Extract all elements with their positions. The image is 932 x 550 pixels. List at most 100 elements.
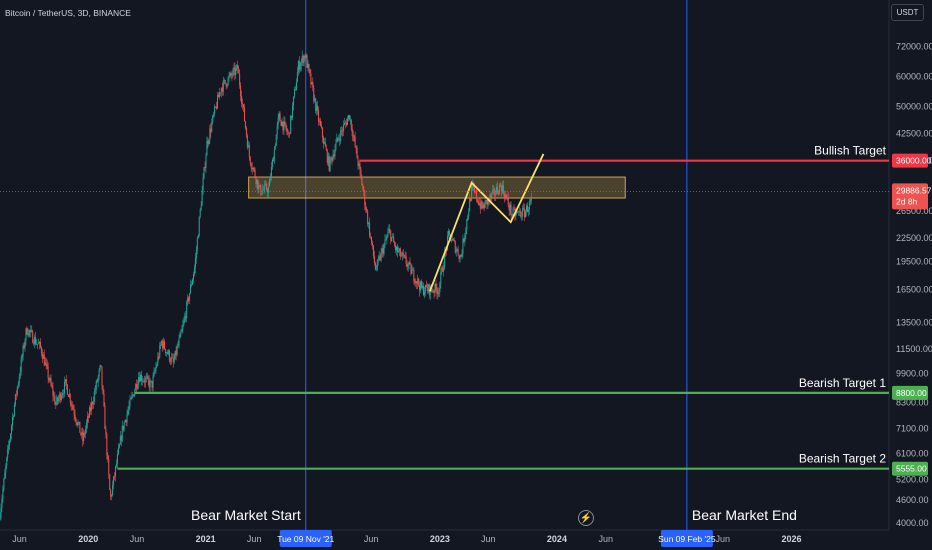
candle-body <box>418 278 420 285</box>
candle-body <box>85 428 87 435</box>
candle-body <box>253 168 255 170</box>
candle-body <box>140 374 142 382</box>
candle-body <box>81 432 83 435</box>
candle-body <box>154 370 156 372</box>
candle-body <box>379 256 381 261</box>
candle-body <box>466 219 468 230</box>
candle-body <box>395 245 397 251</box>
candle-body <box>293 96 295 106</box>
candle-body <box>236 65 238 69</box>
candle-body <box>166 352 168 354</box>
candle-body <box>301 55 303 61</box>
candle-body <box>72 405 74 410</box>
candle-body <box>137 384 139 389</box>
candle-body <box>18 376 20 384</box>
candle-body <box>161 340 163 345</box>
candle-body <box>524 208 526 217</box>
candle-body <box>308 63 310 70</box>
candle-body <box>280 120 282 126</box>
candle-body <box>333 154 335 157</box>
resistance-zone <box>248 176 626 199</box>
target-levels <box>117 159 889 470</box>
price-tick-label: 26500.00 <box>896 206 932 216</box>
candle-body <box>525 205 527 212</box>
candle-body <box>230 73 232 76</box>
candle-body <box>29 330 31 332</box>
candle-body <box>426 287 428 292</box>
candle-body <box>352 135 354 137</box>
candle-body <box>86 422 88 429</box>
candle-body <box>497 186 499 193</box>
candle-body <box>199 209 201 217</box>
candle-body <box>319 121 321 122</box>
candle-body <box>391 236 393 242</box>
candle-body <box>103 393 105 407</box>
candle-body <box>383 244 385 254</box>
candle-body <box>14 394 16 405</box>
candle-body <box>337 137 339 139</box>
candle-body <box>202 178 204 191</box>
candle-body <box>421 281 423 288</box>
candle-body <box>496 186 498 194</box>
candle-body <box>208 140 210 144</box>
marker-date-tag <box>660 530 713 547</box>
time-tick-label: 2020 <box>78 534 98 544</box>
candle-body <box>436 288 438 295</box>
candle-body <box>452 239 454 241</box>
candle-body <box>300 60 302 66</box>
candle-body <box>459 255 461 259</box>
candle-body <box>128 406 130 411</box>
candle-body <box>48 378 50 381</box>
candle-body <box>407 264 409 267</box>
candle-body <box>148 380 150 388</box>
candle-body <box>325 146 327 151</box>
candle-body <box>26 328 28 334</box>
candle-body <box>478 203 480 205</box>
candle-body <box>258 185 260 190</box>
candle-body <box>303 55 305 64</box>
chart-title: Bitcoin / TetherUS, 3D, BINANCE <box>5 8 131 18</box>
candle-body <box>365 205 367 210</box>
candle-body <box>66 384 68 395</box>
candle-body <box>115 464 117 467</box>
candle-body <box>420 281 422 291</box>
candle-body <box>387 232 389 237</box>
candle-body <box>91 402 93 405</box>
time-tick-label: 2021 <box>196 534 216 544</box>
candle-body <box>162 340 164 349</box>
candle-body <box>433 291 435 293</box>
candle-body <box>167 350 169 354</box>
level-price-tag-label: 5555.00 <box>896 464 927 474</box>
candle-body <box>245 127 247 136</box>
candle-body <box>390 230 392 242</box>
candle-body <box>94 389 96 392</box>
candle-body <box>169 360 171 362</box>
candle-body <box>99 365 101 370</box>
candle-body <box>411 269 413 274</box>
candle-body <box>287 131 289 133</box>
candle-body <box>1 499 3 508</box>
candle-body <box>79 421 81 433</box>
candle-body <box>511 214 513 216</box>
last-price-tag-label: 29886.57 <box>896 185 932 195</box>
candle-body <box>164 341 166 350</box>
candle-body <box>412 269 414 271</box>
candle-body <box>124 420 126 423</box>
candle-body <box>121 425 123 441</box>
price-tick-label: 9900.00 <box>896 368 929 378</box>
candle-body <box>98 369 100 377</box>
candle-body <box>71 404 73 406</box>
candle-body <box>53 395 55 397</box>
candle-body <box>191 284 193 285</box>
candle-body <box>89 407 91 418</box>
candle-body <box>223 79 225 81</box>
candle-body <box>88 416 90 418</box>
currency-button[interactable]: USDT <box>891 4 924 21</box>
price-tick-label: 8300.00 <box>896 398 929 408</box>
candle-body <box>341 130 343 131</box>
price-tick-label: 60000.00 <box>896 71 932 81</box>
candle-body <box>20 358 22 372</box>
candle-body <box>51 384 53 388</box>
candle-body <box>205 155 207 169</box>
